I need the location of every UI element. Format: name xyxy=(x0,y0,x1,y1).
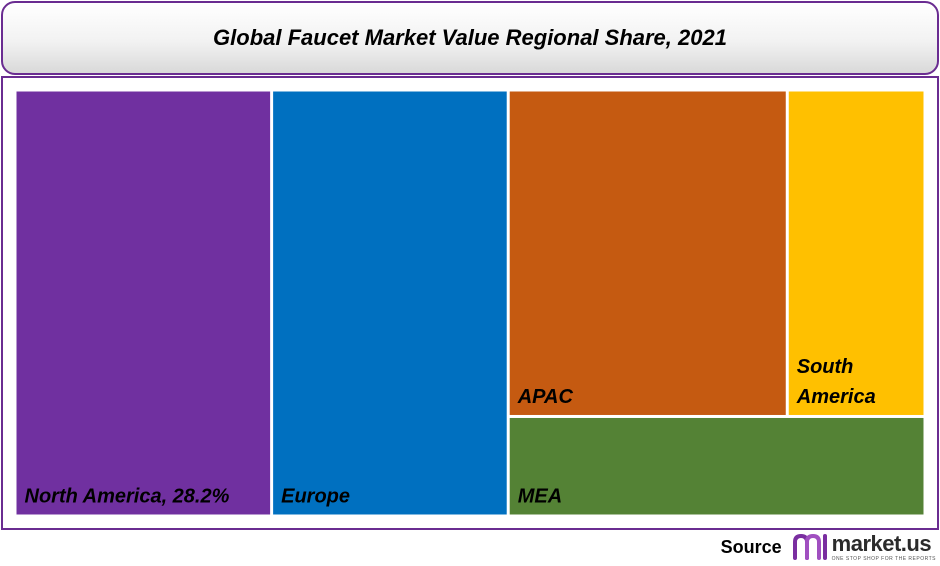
source-label: Source xyxy=(720,536,782,557)
treemap-label-mea: MEA xyxy=(518,486,562,508)
treemap-tile-europe xyxy=(273,91,507,515)
treemap-tile-north-america-28-2 xyxy=(16,91,271,515)
treemap-label-apac: APAC xyxy=(517,386,574,408)
market-us-logo-icon xyxy=(792,533,827,560)
logo-tagline: ONE STOP SHOP FOR THE REPORTS xyxy=(831,555,936,562)
logo-name: market.us xyxy=(831,530,932,556)
treemap-tile-south-america xyxy=(788,91,924,415)
treemap-tile-mea xyxy=(509,417,924,515)
chart-title: Global Faucet Market Value Regional Shar… xyxy=(213,25,727,50)
footer: Source market.us ONE STOP SHOP FOR THE R… xyxy=(721,530,936,564)
treemap-frame: North America, 28.2% Europe APAC South Ameri… xyxy=(1,76,939,530)
treemap-tile-apac xyxy=(509,91,786,415)
treemap-label-europe: Europe xyxy=(281,486,350,508)
market-us-logo: market.us ONE STOP SHOP FOR THE REPORTS xyxy=(792,532,936,562)
treemap-label-north-america-28-2: North America, 28.2% xyxy=(25,486,230,508)
treemap-chart: North America, 28.2% Europe APAC South Ameri… xyxy=(16,91,924,515)
treemap-label-south-america: South America xyxy=(796,356,876,408)
chart-title-box: Global Faucet Market Value Regional Shar… xyxy=(1,1,939,75)
